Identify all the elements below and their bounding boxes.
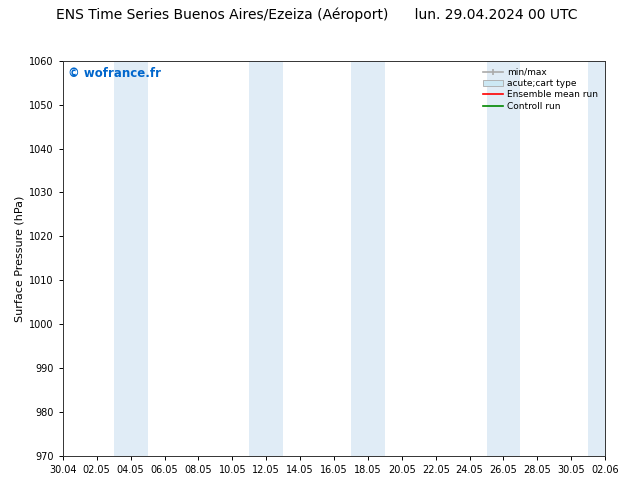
Bar bbox=[113, 61, 148, 456]
Text: © wofrance.fr: © wofrance.fr bbox=[68, 67, 161, 80]
Bar bbox=[351, 61, 385, 456]
Y-axis label: Surface Pressure (hPa): Surface Pressure (hPa) bbox=[15, 195, 25, 321]
Bar bbox=[249, 61, 283, 456]
Text: ENS Time Series Buenos Aires/Ezeiza (Aéroport)      lun. 29.04.2024 00 UTC: ENS Time Series Buenos Aires/Ezeiza (Aér… bbox=[56, 7, 578, 22]
Bar bbox=[588, 61, 622, 456]
Bar bbox=[486, 61, 521, 456]
Legend: min/max, acute;cart type, Ensemble mean run, Controll run: min/max, acute;cart type, Ensemble mean … bbox=[481, 65, 600, 114]
